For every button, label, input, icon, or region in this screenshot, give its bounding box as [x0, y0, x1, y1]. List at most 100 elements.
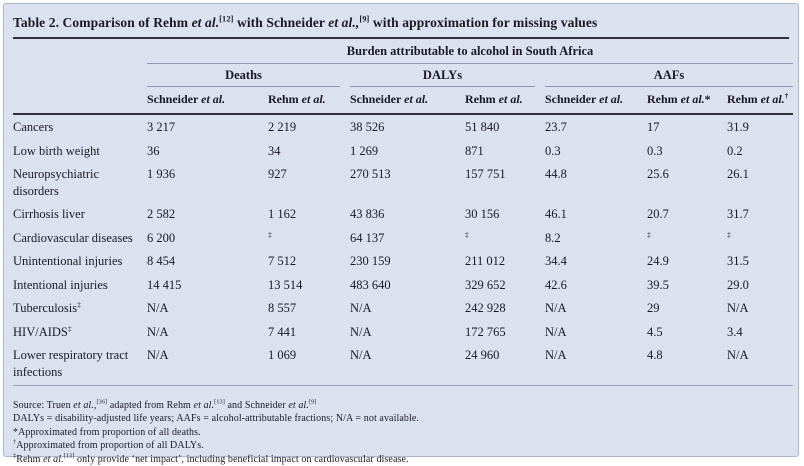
row-label: Unintentional injuries — [13, 254, 123, 268]
table-cell: N/A — [147, 301, 169, 315]
table-cell: 14 415 — [147, 277, 182, 292]
table-cell: 64 137 — [350, 230, 385, 245]
table-row: Low birth weight 36 34 1 269 871 0.3 0.3 0.2 — [13, 139, 793, 163]
group-header-deaths: Deaths — [147, 64, 340, 87]
row-label: Cirrhosis liver — [13, 207, 85, 221]
table-cell: 13 514 — [268, 277, 303, 292]
table-cell: 270 513 — [350, 167, 391, 181]
table-cell: 31.5 — [727, 254, 749, 268]
table-cell: 26.1 — [727, 167, 749, 181]
row-label: Lower respiratory tract infections — [13, 343, 147, 386]
table-cell: ‡ — [647, 229, 651, 239]
table-row: Intentional injuries 14 415 13 514 483 640 3… — [13, 273, 793, 297]
row-label: Low birth weight — [13, 143, 100, 158]
table-row: Lower respiratory tract infections N/A 1 0… — [13, 343, 794, 386]
table-cell: 8.2 — [545, 230, 561, 245]
table-row: HIV/AIDS‡ N/A 7 441 N/A 172 765 N/A 4.5 3.4 — [13, 320, 793, 344]
table-cell: 172 765 — [465, 324, 506, 339]
column-header-0: Schneider et al. — [147, 87, 268, 115]
table-cell: 7 441 — [268, 324, 297, 339]
table-cell: 23.7 — [545, 120, 567, 134]
table-row: Neuropsychiatric disorders 1 936 927 270 51… — [13, 162, 793, 202]
table-row: Cancers 3 217 2 219 38 526 51 840 23.7 17 31.9 — [13, 114, 793, 139]
table-cell: 1 069 — [268, 343, 350, 386]
table-cell: 230 159 — [350, 254, 391, 268]
table-cell: N/A — [727, 301, 749, 315]
table-cell: 157 751 — [465, 167, 506, 181]
column-header-6: Rehm et al.† — [727, 87, 794, 115]
table-cell: 483 640 — [350, 277, 391, 292]
table-row: Unintentional injuries 8 454 7 512 230 159 2… — [13, 249, 793, 273]
table-cell: 34.4 — [545, 254, 567, 268]
table-cell: 31.7 — [727, 207, 749, 221]
table-cell: N/A — [727, 343, 794, 386]
table-cell: 46.1 — [545, 207, 567, 221]
table-cell: N/A — [147, 324, 169, 339]
table-cell: 242 928 — [465, 301, 506, 315]
table-cell: 329 652 — [465, 277, 506, 292]
table-body: Cancers 3 217 2 219 38 526 51 840 23.7 17 31.9 L… — [13, 114, 794, 386]
table-panel: Table 2. Comparison of Rehm et al.[12] w… — [3, 3, 799, 465]
table-cell: N/A — [350, 324, 372, 339]
span-header-spacer — [13, 39, 147, 64]
table-cell: 7 512 — [268, 254, 297, 268]
column-header-2: Schneider et al. — [350, 87, 465, 115]
table-cell: 3.4 — [727, 324, 743, 339]
column-header-1: Rehm et al. — [268, 87, 350, 115]
row-label: Tuberculosis‡ — [13, 299, 82, 315]
group-header-row: Deaths DALYs AAFs — [13, 64, 794, 87]
row-label: Neuropsychiatric disorders — [13, 167, 100, 198]
footnotes: Source: Truen et al.,[36] adapted from R… — [13, 399, 789, 466]
table-cell: 43 836 — [350, 207, 385, 221]
table-cell: ‡ — [727, 229, 731, 239]
column-header-5: Rehm et al.* — [647, 87, 727, 115]
table-cell: N/A — [350, 343, 465, 386]
footnote-line-2: DALYs = disability-adjusted life years; … — [13, 413, 420, 425]
table-title: Table 2. Comparison of Rehm et al.[12] w… — [13, 11, 789, 39]
table-cell: 0.3 — [647, 143, 663, 158]
table-cell: 29 — [647, 301, 660, 315]
table-cell: 2 219 — [268, 120, 297, 134]
table-cell: 38 526 — [350, 120, 385, 134]
table-cell: 3 217 — [147, 120, 176, 134]
table-row: Cirrhosis liver 2 582 1 162 43 836 30 156 46.… — [13, 202, 793, 226]
table-cell: 8 454 — [147, 254, 176, 268]
footnote-line-4: †Approximated from proportion of all DAL… — [13, 438, 204, 452]
table-cell: 4.5 — [647, 324, 663, 339]
group-spacer — [13, 64, 147, 87]
table-cell: ‡ — [465, 229, 469, 239]
table-cell: 871 — [465, 143, 484, 158]
table-cell: N/A — [545, 324, 567, 339]
column-header-row: Schneider et al. Rehm et al. Schneider et … — [13, 87, 794, 115]
footnote-line-1: Source: Truen et al.,[36] adapted from R… — [13, 398, 317, 411]
table-cell: 1 162 — [268, 207, 297, 221]
column-header-4: Schneider et al. — [545, 87, 647, 115]
table-cell: 42.6 — [545, 277, 567, 292]
table-cell: 24.9 — [647, 254, 669, 268]
table-cell: N/A — [147, 343, 268, 386]
span-header: Burden attributable to alcohol in South … — [147, 39, 794, 64]
table-row: Tuberculosis‡ N/A 8 557 N/A 242 928 N/A 29 N/A — [13, 296, 793, 320]
row-label: Cancers — [13, 120, 54, 134]
column-header-spacer — [13, 87, 147, 115]
table-cell: 44.8 — [545, 167, 567, 181]
table-cell: N/A — [545, 301, 567, 315]
table-cell: 1 936 — [147, 167, 176, 181]
table-cell: 4.8 — [647, 343, 727, 386]
table-cell: ‡ — [268, 229, 272, 239]
table-cell: 1 269 — [350, 143, 379, 158]
table-cell: 29.0 — [727, 277, 749, 292]
table-cell: 34 — [268, 143, 281, 158]
table-cell: 39.5 — [647, 277, 669, 292]
table-cell: 927 — [268, 167, 287, 181]
table-cell: 36 — [147, 143, 160, 158]
column-header-3: Rehm et al. — [465, 87, 545, 115]
table-cell: N/A — [350, 301, 372, 315]
group-header-dalys: DALYs — [350, 64, 535, 87]
table-cell: 0.2 — [727, 143, 743, 158]
table-cell: N/A — [545, 343, 647, 386]
table-cell: 24 960 — [465, 343, 545, 386]
table-cell: 30 156 — [465, 207, 500, 221]
table-cell: 2 582 — [147, 207, 176, 221]
table-cell: 6 200 — [147, 230, 176, 245]
